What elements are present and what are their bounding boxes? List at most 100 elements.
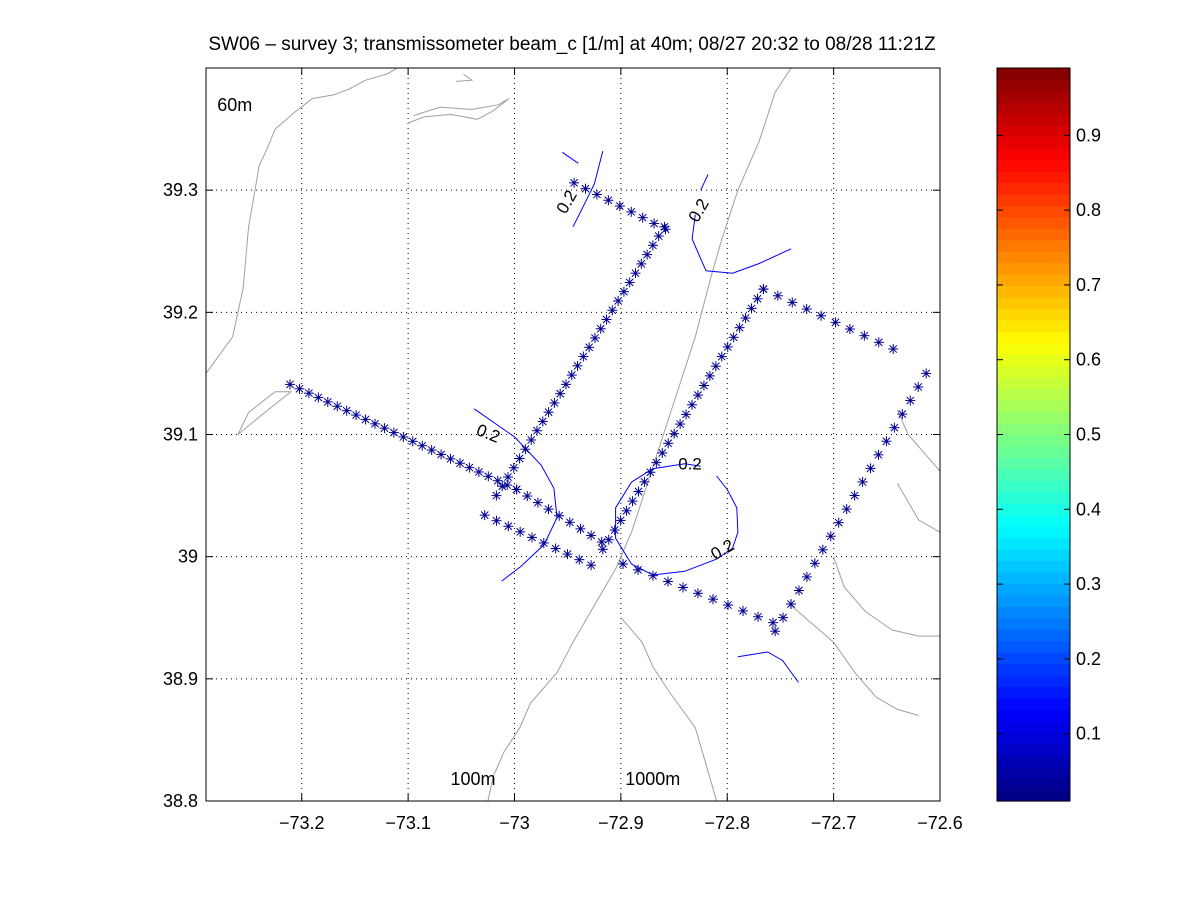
station-marker (526, 434, 537, 445)
marker-stroke (773, 291, 782, 300)
marker-stroke (533, 498, 542, 507)
marker-stroke (661, 225, 670, 234)
marker-stroke (754, 612, 762, 621)
y-tick-label: 39.1 (163, 425, 198, 445)
marker-stroke (648, 241, 657, 250)
station-marker (889, 422, 900, 433)
station-marker (626, 206, 637, 217)
colorbar-cell (997, 365, 1070, 378)
bathymetry-line (896, 483, 940, 533)
y-tick-label: 39 (178, 547, 198, 567)
station-marker (491, 515, 502, 526)
marker-stroke (590, 334, 599, 342)
station-marker (630, 268, 641, 279)
marker-stroke (604, 196, 613, 205)
marker-stroke (694, 589, 702, 598)
marker-stroke (834, 518, 843, 527)
station-marker (543, 407, 554, 418)
colorbar-gradient (997, 68, 1070, 802)
marker-stroke (649, 571, 657, 580)
marker-stroke (516, 527, 525, 536)
marker-stroke (573, 361, 582, 370)
marker-stroke (694, 391, 702, 400)
station-marker (687, 399, 698, 410)
station-marker (662, 576, 673, 587)
contour-label: 0.2 (678, 455, 702, 474)
station-marker (692, 588, 703, 599)
station-marker (445, 453, 456, 464)
x-tick-label: −72.6 (917, 813, 963, 833)
colorbar-tick-label: 0.3 (1076, 574, 1101, 594)
marker-stroke (652, 458, 661, 467)
colorbar-cell (997, 342, 1070, 355)
marker-stroke (399, 432, 408, 441)
station-marker (294, 383, 305, 394)
station-marker (560, 379, 571, 390)
marker-stroke (539, 539, 548, 547)
colorbar-cell (997, 629, 1070, 642)
depth-label: 1000m (625, 769, 680, 789)
bathymetry-line (206, 68, 398, 374)
marker-stroke (587, 561, 596, 570)
marker-stroke (699, 381, 708, 390)
station-marker (752, 293, 763, 304)
station-marker (479, 510, 490, 521)
station-marker (436, 449, 447, 460)
marker-stroke (544, 408, 553, 417)
marker-stroke (602, 315, 611, 324)
depth-label: 60m (217, 95, 252, 115)
station-marker (647, 240, 658, 251)
marker-stroke (512, 485, 521, 494)
marker-stroke (724, 601, 732, 609)
marker-stroke (380, 424, 389, 433)
colorbar-cell (997, 709, 1070, 722)
station-marker (849, 490, 860, 501)
y-tick-label: 39.2 (163, 302, 198, 322)
station-marker (603, 534, 614, 545)
colorbar-cell (997, 514, 1070, 527)
contour-line (700, 174, 709, 191)
colorbar: 0.1 0.2 0.3 0.4 0.5 0.6 0.7 0.8 0.9 (996, 67, 1101, 802)
station-marker (473, 466, 484, 477)
station-marker (483, 471, 494, 482)
contour-line (562, 151, 579, 164)
marker-stroke (615, 202, 624, 211)
marker-stroke (664, 577, 672, 586)
colorbar-cell (997, 617, 1070, 630)
station-marker (503, 521, 514, 532)
station-marker (492, 475, 503, 486)
colorbar-cell (997, 468, 1070, 481)
colorbar-cell (997, 388, 1070, 401)
colorbar-cell (997, 732, 1070, 745)
marker-stroke (598, 545, 607, 554)
marker-stroke (802, 305, 811, 314)
station-marker (642, 249, 653, 260)
station-marker (772, 290, 783, 301)
marker-stroke (342, 406, 351, 415)
colorbar-cell (997, 113, 1070, 126)
colorbar-tick-label: 0.6 (1076, 350, 1101, 370)
marker-stroke (523, 492, 532, 500)
marker-stroke (818, 545, 827, 554)
colorbar-cell (997, 445, 1070, 458)
colorbar-cell (997, 675, 1070, 688)
marker-stroke (914, 383, 923, 391)
marker-stroke (890, 423, 899, 432)
colorbar-cell (997, 755, 1070, 768)
contour-line (473, 408, 558, 582)
station-marker (508, 462, 519, 473)
marker-stroke (493, 476, 502, 485)
colorbar-cell (997, 251, 1070, 264)
station-marker (538, 537, 549, 548)
station-marker (609, 525, 620, 536)
marker-stroke (842, 505, 851, 514)
colorbar-cell (997, 171, 1070, 184)
y-tick-labels: 38.8 38.9 39 39.1 39.2 39.3 (163, 180, 198, 811)
station-marker (758, 284, 769, 295)
marker-stroke (616, 516, 625, 525)
marker-stroke (538, 417, 547, 426)
station-marker (407, 436, 418, 447)
station-marker (586, 530, 597, 541)
marker-stroke (831, 318, 840, 327)
